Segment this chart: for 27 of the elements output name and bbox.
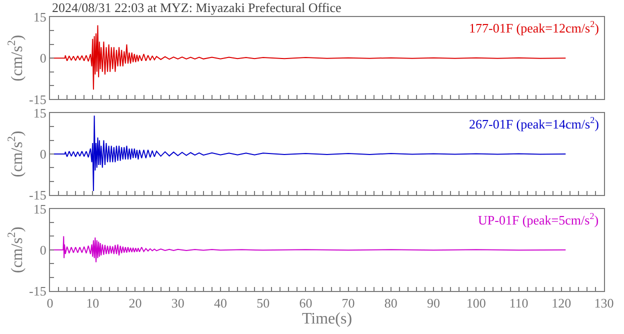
- x-axis-title: Time(s): [302, 310, 352, 328]
- x-tick-label: 120: [552, 296, 572, 311]
- y-tick-label: 0: [40, 146, 46, 162]
- x-tick-label: 60: [299, 296, 312, 311]
- x-tick-label: 30: [171, 296, 184, 311]
- x-tick-label: 80: [384, 296, 398, 311]
- y-tick-label: 15: [33, 201, 46, 216]
- y-tick-label: 0: [40, 50, 46, 66]
- y-tick-label: 15: [33, 105, 46, 120]
- y-tick-label: -15: [29, 284, 46, 299]
- x-tick-label: 90: [427, 296, 440, 311]
- x-tick-label: 110: [509, 296, 528, 311]
- y-tick-label: -15: [29, 92, 46, 107]
- y-tick-label: 0: [40, 242, 46, 258]
- chart-title: 2024/08/31 22:03 at MYZ: Miyazaki Prefectural Office: [52, 0, 342, 15]
- annotation: 177-01F (peak=12cm/s$^{2}$): [469, 19, 599, 36]
- annotation: UP-01F (peak=5cm/s$^{2}$): [478, 211, 599, 228]
- x-tick-label: 130: [594, 296, 614, 311]
- x-tick-label: 50: [256, 296, 270, 311]
- annotation: 267-01F (peak=14cm/s$^{2}$): [469, 115, 599, 132]
- x-tick-label: 70: [342, 296, 355, 311]
- x-tick-label: 100: [466, 296, 486, 311]
- x-tick-label: 40: [214, 296, 227, 311]
- x-tick-label: 10: [86, 296, 100, 311]
- y-tick-label: -15: [29, 188, 46, 203]
- x-tick-label: 20: [128, 296, 142, 311]
- y-tick-label: 15: [33, 10, 46, 25]
